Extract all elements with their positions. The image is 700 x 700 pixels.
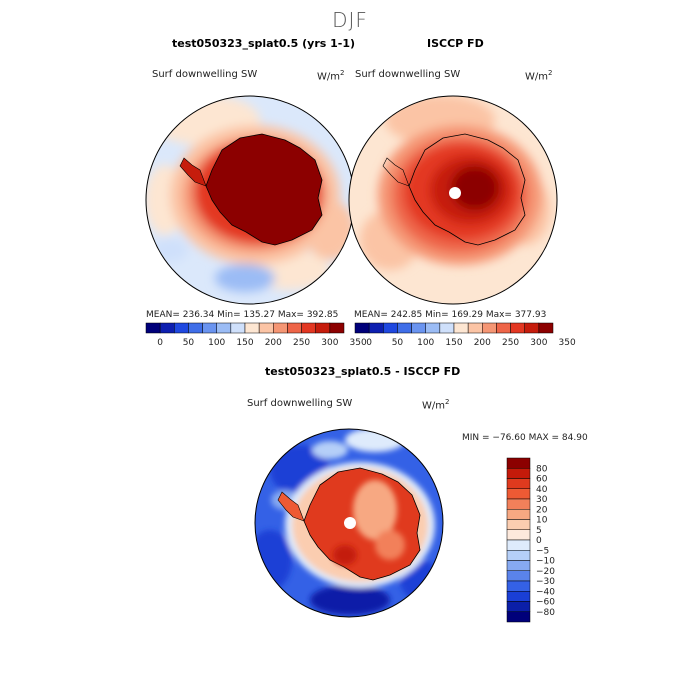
colorbar-tick-label: −60	[536, 598, 555, 608]
colorbar-swatch	[506, 529, 531, 541]
colorbar-swatch	[411, 322, 426, 334]
panel-3-title: test050323_splat0.5 - ISCCP FD	[265, 365, 461, 378]
colorbar-swatch	[506, 580, 531, 592]
colorbar-tick-label: 80	[536, 464, 548, 474]
colorbar-observed: 0 50 100 150 200 250 300 350	[354, 322, 576, 348]
panel-2-title: ISCCP FD	[427, 37, 484, 50]
colorbar-swatch	[202, 322, 217, 334]
colorbar-tick-label: 150	[445, 338, 462, 348]
colorbar-tick-label: 60	[536, 475, 548, 485]
colorbar-swatch	[188, 322, 203, 334]
colorbar-tick-label: 200	[474, 338, 491, 348]
panel-3-stats: MIN = −76.60 MAX = 84.90	[462, 433, 588, 443]
colorbar-tick-label: 300	[530, 338, 547, 348]
colorbar-tick-label: 50	[183, 338, 195, 348]
colorbar-swatch	[506, 478, 531, 489]
colorbar-swatch	[354, 322, 370, 334]
colorbar-tick-label: 350	[559, 338, 576, 348]
colorbar-swatch	[506, 468, 531, 479]
colorbar-tick-label: 30	[536, 495, 548, 505]
colorbar-swatch	[506, 550, 531, 561]
colorbar-swatch	[425, 322, 441, 334]
colorbar-tick-label: −40	[536, 587, 555, 597]
colorbar-swatch	[174, 322, 189, 334]
panel-2-stats: MEAN= 242.85 Min= 169.29 Max= 377.93	[354, 310, 547, 320]
colorbar-swatch	[538, 322, 554, 334]
colorbar-swatch	[506, 611, 531, 623]
colorbar-swatch	[506, 539, 531, 551]
map-observed	[349, 96, 557, 304]
map-model	[146, 96, 354, 304]
colorbar-tick-label: −10	[536, 557, 555, 567]
colorbar-swatch	[506, 591, 531, 602]
colorbar-swatch	[496, 322, 511, 334]
colorbar-tick-label: 300	[321, 338, 338, 348]
colorbar-swatch	[368, 322, 384, 334]
colorbar-tick-label: 200	[265, 338, 282, 348]
colorbar-swatch	[506, 488, 531, 500]
map-observed-outline	[348, 95, 558, 305]
colorbar-tick-label: −30	[536, 577, 555, 587]
colorbar-swatch	[506, 560, 531, 571]
colorbar-tick-label: 250	[293, 338, 310, 348]
panel-1-variable: Surf downwelling SW	[152, 69, 258, 80]
colorbar-swatch	[159, 322, 175, 334]
panel-2-variable: Surf downwelling SW	[355, 69, 461, 80]
colorbar-tick-label: 150	[236, 338, 253, 348]
colorbar-swatch	[506, 509, 531, 520]
map-difference-outline	[254, 428, 444, 618]
colorbar-swatch	[482, 322, 497, 334]
colorbar-swatch	[145, 322, 161, 334]
map-difference	[255, 429, 443, 617]
panel-3-variable: Surf downwelling SW	[247, 398, 353, 409]
colorbar-tick-label: 100	[417, 338, 434, 348]
colorbar-swatch	[510, 322, 525, 334]
colorbar-swatch	[287, 322, 302, 334]
colorbar-swatch	[506, 498, 531, 510]
colorbar-swatch	[506, 519, 531, 530]
colorbar-swatch	[506, 570, 531, 582]
panel-1-units: W/m2	[317, 69, 345, 83]
colorbar-swatch	[383, 322, 398, 334]
colorbar-swatch	[467, 322, 483, 334]
colorbar-tick-label: 250	[502, 338, 519, 348]
colorbar-swatch	[524, 322, 540, 334]
colorbar-swatch	[258, 322, 274, 334]
panel-1-stats: MEAN= 236.34 Min= 135.27 Max= 392.85	[146, 310, 339, 320]
panel-1-title: test050323_splat0.5 (yrs 1-1)	[172, 37, 356, 50]
colorbar-swatch	[216, 322, 232, 334]
colorbar-swatch	[315, 322, 331, 334]
colorbar-tick-label: 40	[536, 485, 548, 495]
colorbar-swatch	[273, 322, 288, 334]
colorbar-tick-label: 100	[208, 338, 225, 348]
colorbar-tick-label: 20	[536, 505, 548, 515]
colorbar-tick-label: 350	[350, 338, 367, 348]
colorbar-swatch	[453, 322, 469, 334]
colorbar-tick-label: 10	[536, 516, 548, 526]
colorbar-tick-label: 50	[392, 338, 404, 348]
colorbar-swatch	[506, 601, 531, 612]
colorbar-tick-label: 0	[157, 338, 163, 348]
colorbar-model: 0 50 100 150 200 250 300 350	[145, 322, 367, 348]
season-title: DJF	[332, 8, 368, 32]
colorbar-swatch	[506, 457, 531, 469]
colorbar-tick-label: 5	[536, 526, 542, 536]
colorbar-swatch	[230, 322, 246, 334]
colorbar-tick-label: −80	[536, 608, 555, 618]
panel-2-units: W/m2	[525, 69, 553, 83]
colorbar-tick-label: 0	[536, 536, 542, 546]
colorbar-tick-label: −20	[536, 567, 555, 577]
colorbar-swatch	[329, 322, 345, 334]
panel-3-units: W/m2	[422, 398, 450, 412]
colorbar-swatch	[439, 322, 455, 334]
colorbar-tick-label: −5	[536, 546, 549, 556]
colorbar-swatch	[397, 322, 412, 334]
colorbar-tick-label: 0	[366, 338, 372, 348]
colorbar-swatch	[244, 322, 260, 334]
colorbar-swatch	[301, 322, 316, 334]
